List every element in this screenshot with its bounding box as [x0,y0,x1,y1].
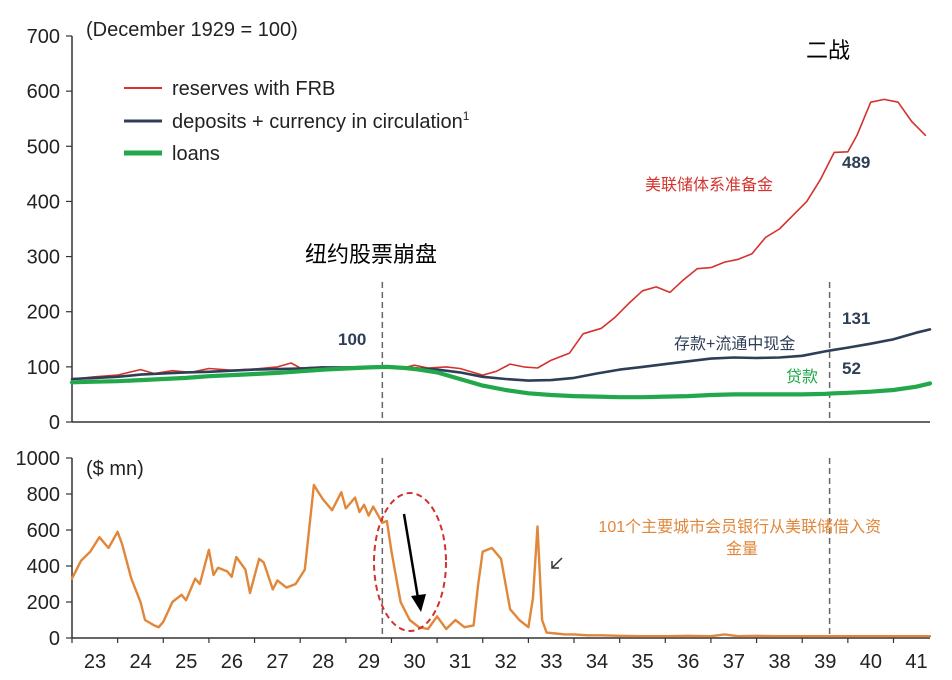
annotation-value-52: 52 [842,359,861,378]
top-chart-title: (December 1929 = 100) [86,19,298,41]
legend: reserves with FRB deposits + currency in… [124,78,470,165]
x-tick-label: 23 [84,651,106,673]
bottom-y-ticks: 0 200 400 600 800 1000 [16,448,72,650]
top-series-group [69,98,933,400]
x-tick-label: 41 [905,651,927,673]
x-tick-label: 31 [449,651,471,673]
y-tick-label: 400 [27,556,60,578]
series-line-deposits [70,328,932,382]
series-line-loans [69,364,933,400]
y-tick-label: 100 [27,357,60,379]
legend-label-deposits-sup: 1 [463,109,470,123]
x-tick-label: 35 [632,651,654,673]
y-tick-label: 600 [27,520,60,542]
x-tick-label: 34 [586,651,608,673]
y-tick-label: 700 [27,26,60,48]
y-tick-label: 0 [49,412,60,434]
x-tick-label: 40 [860,651,882,673]
top-y-ticks: 0 100 200 300 400 500 600 700 [27,26,72,434]
x-tick-label: 39 [814,651,836,673]
annotation-value-100: 100 [338,330,366,349]
annotation-crash-cn: 纽约股票崩盘 [305,242,437,267]
annotation-borrowing-cn-line2: 金量 [726,540,758,558]
x-tick-label: 24 [130,651,152,673]
crash-highlight-ellipse [373,492,447,632]
legend-label-loans: loans [172,143,220,165]
x-tick-label: 38 [768,651,790,673]
x-tick-label: 27 [266,651,288,673]
x-tick-label: 32 [495,651,517,673]
x-tick-label: 30 [403,651,425,673]
annotation-ww2-cn: 二战 [806,38,850,63]
x-tick-label: 25 [175,651,197,673]
decline-arrow-head [411,594,426,612]
annotation-value-489: 489 [842,153,870,172]
annotation-borrowing-cn: 101个主要城市会员银行从美联储借入资 金量 [598,518,885,558]
legend-label-reserves: reserves with FRB [172,78,335,100]
bottom-panel: 0 200 400 600 800 1000 23 24 25 26 27 28 29 30 31 32 33… [16,448,932,673]
bottom-chart-title: ($ mn) [86,458,144,480]
y-tick-label: 200 [27,592,60,614]
y-tick-label: 800 [27,484,60,506]
spike-pointer-head [551,561,559,569]
legend-label-deposits: deposits + currency in circulation1 [172,109,470,133]
bottom-series-group [70,483,932,638]
y-tick-label: 600 [27,81,60,103]
y-tick-label: 300 [27,247,60,269]
series-line-borrowing [70,483,932,638]
annotation-borrowing-cn-line1: 101个主要城市会员银行从美联储借入资 [598,518,881,536]
x-tick-label: 37 [723,651,745,673]
spike-pointer [551,557,563,569]
y-tick-label: 0 [49,628,60,650]
x-tick-label: 36 [677,651,699,673]
y-tick-label: 200 [27,302,60,324]
annotation-loans-cn: 贷款 [786,368,818,386]
series-line-reserves [71,98,927,380]
top-event-lines [381,282,831,422]
x-tick-label: 33 [540,651,562,673]
annotation-deposits-cn: 存款+流通中现金 [674,335,795,353]
bottom-event-lines [381,458,831,638]
x-tick-label: 26 [221,651,243,673]
bottom-x-ticks: 23 24 25 26 27 28 29 30 31 32 33 34 35 36 37 38 39 40 41 [71,638,928,673]
annotation-reserves-cn: 美联储体系准备金 [645,176,773,194]
legend-label-deposits-text: deposits + currency in circulation [172,111,463,133]
decline-arrow [402,513,420,599]
x-tick-label: 29 [358,651,380,673]
y-tick-label: 1000 [16,448,61,470]
top-panel: 0 100 200 300 400 500 600 700 (December 1929 = … [27,19,933,434]
x-tick-label: 28 [312,651,334,673]
y-tick-label: 400 [27,191,60,213]
annotation-value-131: 131 [842,309,870,328]
y-tick-label: 500 [27,136,60,158]
